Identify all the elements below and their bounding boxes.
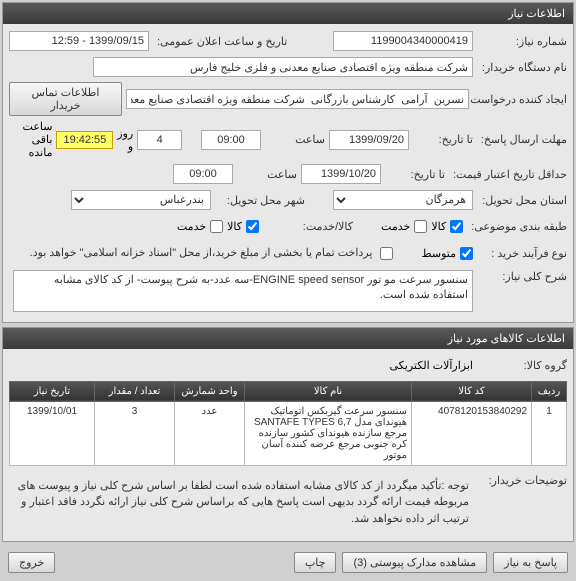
process-mid-checkbox[interactable] [460,247,473,260]
remain-time-badge: 19:42:55 [56,131,113,149]
col-date: تاریخ نیاز [10,381,95,401]
province-label: استان محل تحویل: [477,194,567,207]
footer-bar: پاسخ به نیاز مشاهده مدارک پیوستی (3) چاپ… [2,546,574,579]
goods2-label: کالا [227,220,242,233]
validity-date-field [301,164,381,184]
goods-checkbox[interactable] [450,220,463,233]
need-number-label: شماره نیاز: [477,35,567,48]
items-header: اطلاعات کالاهای مورد نیاز [3,328,573,349]
remain-suffix-label: ساعت باقی مانده [9,120,52,159]
validity-until-label: تا تاریخ: [385,168,445,181]
need-number-field [333,31,473,51]
creator-label: ایجاد کننده درخواست: [473,93,567,106]
goods2-checkbox[interactable] [246,220,259,233]
budget-label: طبقه بندی موضوعی: [467,220,567,233]
validity-hour-field [173,164,233,184]
desc-textarea[interactable] [13,270,473,312]
col-qty: تعداد / مقدار [95,381,175,401]
goods-label: کالا [431,220,446,233]
goods-service-label: کالا/خدمت: [263,220,353,233]
need-info-header: اطلاعات نیاز [3,3,573,24]
buyer-field [93,57,473,77]
city-select[interactable]: بندرعباس [71,190,211,210]
print-button[interactable]: چاپ [294,552,337,573]
buyer-label: نام دستگاه خریدار: [477,61,567,74]
cell-name: سنسور سرعت گیربکس اتوماتیک هیوندای مدل S… [245,401,412,465]
deadline-hour-field [201,130,261,150]
process-note: پرداخت تمام یا بخشی از مبلغ خرید،از محل … [26,241,377,266]
announce-field [9,31,149,51]
desc-label: شرح کلی نیاز: [477,270,567,283]
close-button[interactable]: خروج [8,552,55,573]
cell-idx: 1 [532,401,567,465]
service-label: خدمت [381,220,410,233]
contact-buyer-button[interactable]: اطلاعات تماس خریدار [9,82,122,116]
buyer-notes-text: توجه :تأکید میگردد از کد کالای مشابه است… [9,474,473,532]
col-code: کد کالا [412,381,532,401]
deadline-date-field [329,130,409,150]
col-row: ردیف [532,381,567,401]
col-name: نام کالا [245,381,412,401]
remain-days-label: روز و [117,127,133,153]
service-checkbox[interactable] [414,220,427,233]
cell-unit: عدد [175,401,245,465]
deadline-hour-label: ساعت [265,133,325,146]
cell-date: 1399/10/01 [10,401,95,465]
cell-qty: 3 [95,401,175,465]
group-value: ابزارآلات الکتریکی [390,359,473,372]
treasury-checkbox[interactable] [380,247,393,260]
table-row[interactable]: 1 4078120153840292 سنسور سرعت گیربکس اتو… [10,401,567,465]
province-select[interactable]: هرمزگان [333,190,473,210]
validity-hour-label: ساعت [237,168,297,181]
deadline-until-label: تا تاریخ: [413,133,473,146]
deadline-label: مهلت ارسال پاسخ: [477,133,567,146]
service2-checkbox[interactable] [210,220,223,233]
items-table: ردیف کد کالا نام کالا واحد شمارش تعداد /… [9,381,567,466]
need-info-panel: اطلاعات نیاز شماره نیاز: تاریخ و ساعت اع… [2,2,574,323]
reply-button[interactable]: پاسخ به نیاز [493,552,568,573]
process-mid-label: متوسط [421,247,456,260]
validity-label: حداقل تاریخ اعتبار قیمت: [449,168,567,181]
city-label: شهر محل تحویل: [215,194,305,207]
cell-code: 4078120153840292 [412,401,532,465]
attachments-button[interactable]: مشاهده مدارک پیوستی (3) [342,552,487,573]
announce-label: تاریخ و ساعت اعلان عمومی: [153,35,287,48]
items-panel: اطلاعات کالاهای مورد نیاز گروه کالا: ابز… [2,327,574,543]
remain-days-field [137,130,182,150]
need-info-body: شماره نیاز: تاریخ و ساعت اعلان عمومی: نا… [3,24,573,322]
group-label: گروه کالا: [477,359,567,372]
items-body: گروه کالا: ابزارآلات الکتریکی ردیف کد کا… [3,349,573,542]
creator-field [126,89,469,109]
col-unit: واحد شمارش [175,381,245,401]
buyer-notes-label: توضیحات خریدار: [477,474,567,487]
process-label: نوع فرآیند خرید : [477,247,567,260]
service2-label: خدمت [177,220,206,233]
